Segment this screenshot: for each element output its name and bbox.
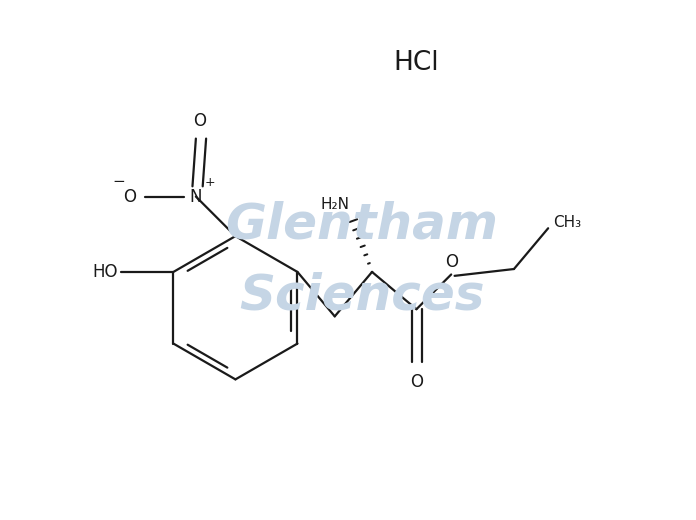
Text: −: − [113, 174, 125, 189]
Text: H₂N: H₂N [321, 198, 350, 213]
Text: +: + [204, 176, 215, 189]
Text: HCl: HCl [393, 50, 439, 76]
Text: Glentham: Glentham [225, 200, 498, 248]
Text: O: O [410, 373, 423, 391]
Text: O: O [193, 112, 206, 131]
Text: CH₃: CH₃ [553, 215, 582, 230]
Text: HO: HO [92, 263, 118, 281]
Text: Sciences: Sciences [239, 272, 484, 320]
Text: O: O [123, 188, 136, 205]
Text: N: N [189, 188, 202, 205]
Text: O: O [445, 253, 458, 271]
